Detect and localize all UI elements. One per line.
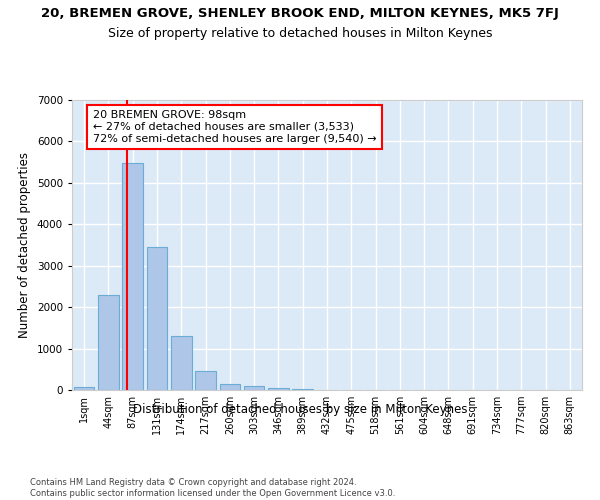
Text: 20 BREMEN GROVE: 98sqm
← 27% of detached houses are smaller (3,533)
72% of semi-: 20 BREMEN GROVE: 98sqm ← 27% of detached… bbox=[92, 110, 376, 144]
Bar bbox=[195, 371, 216, 390]
Text: Size of property relative to detached houses in Milton Keynes: Size of property relative to detached ho… bbox=[108, 28, 492, 40]
Bar bbox=[171, 336, 191, 390]
Bar bbox=[122, 163, 143, 390]
Bar bbox=[220, 384, 240, 390]
Bar bbox=[292, 389, 313, 390]
Bar bbox=[146, 247, 167, 390]
Text: 20, BREMEN GROVE, SHENLEY BROOK END, MILTON KEYNES, MK5 7FJ: 20, BREMEN GROVE, SHENLEY BROOK END, MIL… bbox=[41, 8, 559, 20]
Bar bbox=[268, 388, 289, 390]
Y-axis label: Number of detached properties: Number of detached properties bbox=[18, 152, 31, 338]
Bar bbox=[74, 387, 94, 390]
Bar bbox=[244, 386, 265, 390]
Text: Distribution of detached houses by size in Milton Keynes: Distribution of detached houses by size … bbox=[133, 402, 467, 415]
Text: Contains HM Land Registry data © Crown copyright and database right 2024.
Contai: Contains HM Land Registry data © Crown c… bbox=[30, 478, 395, 498]
Bar bbox=[98, 294, 119, 390]
